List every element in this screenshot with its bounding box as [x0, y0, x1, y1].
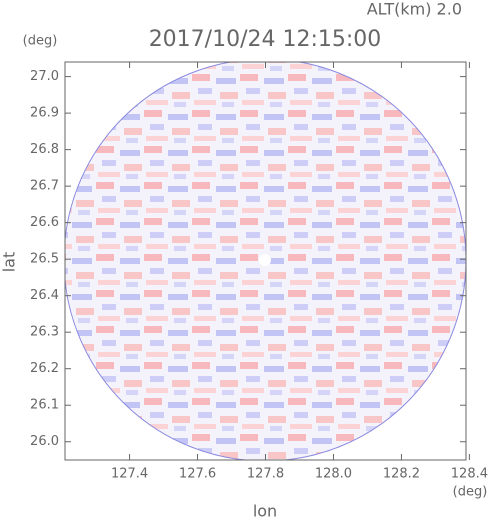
x-tick-label: 128.4 [451, 467, 488, 482]
y-tick-label: 26.4 [30, 288, 59, 303]
x-axis-label: lon [253, 502, 277, 521]
y-tick-label: 26.1 [30, 398, 59, 413]
y-tick-label: 26.7 [30, 179, 59, 194]
x-tick-label: 127.6 [179, 467, 216, 482]
x-tick-label: 128.0 [315, 467, 352, 482]
y-tick-label: 26.0 [30, 434, 59, 449]
y-tick-label: 26.8 [30, 142, 59, 157]
x-tick-label: 128.2 [383, 467, 420, 482]
x-unit: (deg) [453, 485, 488, 500]
y-tick-label: 26.5 [30, 252, 59, 267]
y-axis-label: lat [0, 252, 19, 273]
y-tick-label: 26.2 [30, 361, 59, 376]
y-tick-label: 27.0 [30, 69, 59, 84]
x-tick-label: 127.8 [247, 467, 284, 482]
x-tick-label: 127.4 [111, 467, 148, 482]
y-tick-label: 26.6 [30, 215, 59, 230]
subtitle: ALT(km) 2.0 [367, 0, 462, 19]
y-tick-label: 26.9 [30, 106, 59, 121]
radar-field [65, 62, 466, 460]
chart-title: 2017/10/24 12:15:00 [149, 27, 382, 52]
y-tick-label: 26.3 [30, 325, 59, 340]
y-unit: (deg) [23, 34, 58, 49]
